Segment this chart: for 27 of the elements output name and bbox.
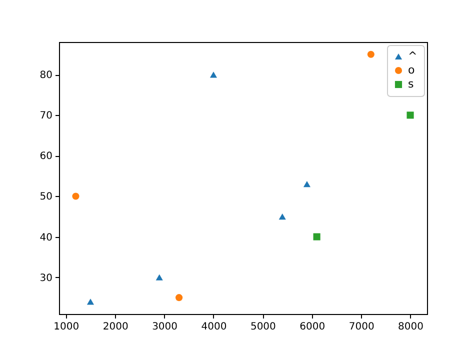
x-tick-label: 3000	[152, 322, 178, 332]
point	[156, 274, 163, 280]
x-tick-label: 5000	[250, 322, 276, 332]
legend-label: o	[408, 64, 415, 76]
x-tick-label: 7000	[348, 322, 374, 332]
point	[367, 50, 374, 58]
legend-label: ^	[408, 50, 418, 62]
y-tick-label: 70	[40, 110, 52, 122]
x-tick-label: 8000	[398, 322, 424, 332]
point	[406, 112, 414, 119]
point	[86, 298, 94, 305]
point	[313, 233, 320, 240]
y-tick-label: 30	[40, 272, 52, 284]
x-tick-label: 1000	[54, 322, 80, 332]
x-tick-label: 6000	[300, 322, 326, 332]
point	[278, 213, 286, 220]
y-tick-label: 40	[40, 232, 52, 244]
point	[176, 294, 183, 302]
y-tick-label: 50	[40, 192, 52, 203]
x-tick-label: 2000	[102, 322, 128, 332]
point	[210, 72, 218, 78]
x-tick-label: 4000	[201, 322, 227, 332]
y-tick-label: 60	[40, 151, 52, 162]
y-tick-label: 80	[40, 70, 52, 82]
point	[72, 192, 80, 200]
legend-label: s	[408, 78, 414, 90]
point	[303, 181, 310, 188]
